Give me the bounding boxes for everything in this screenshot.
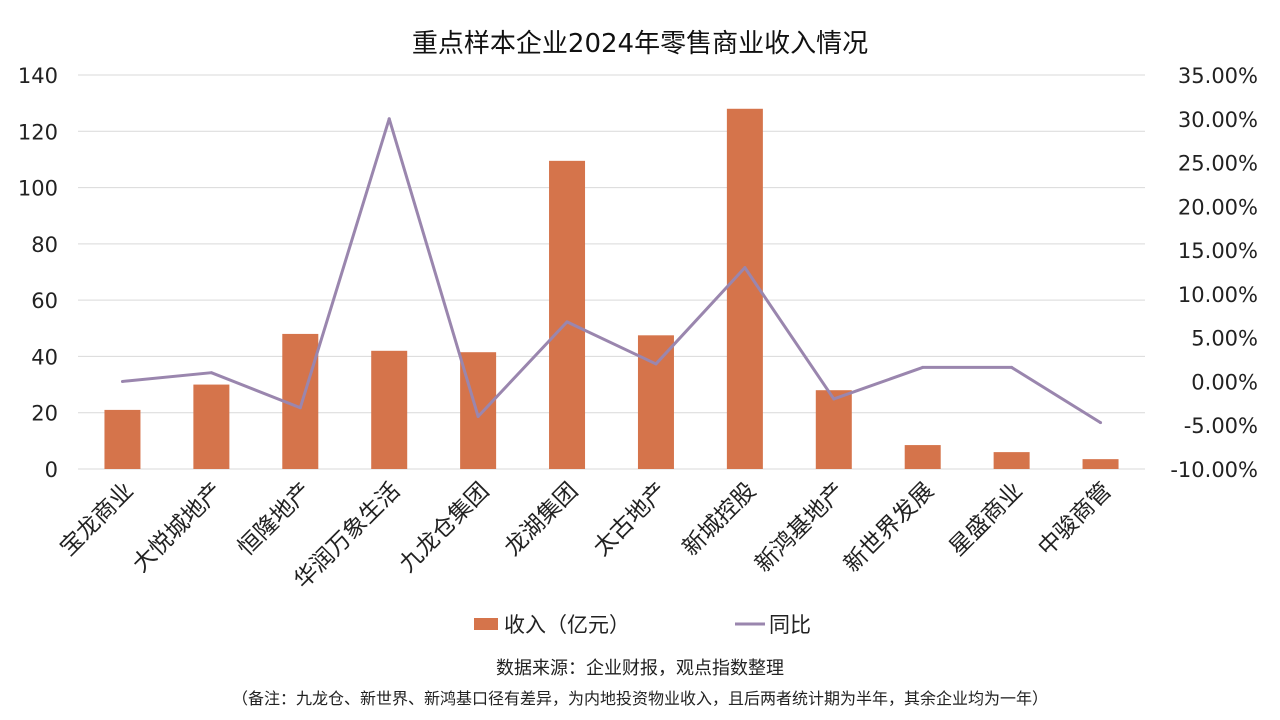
category-label: 恒隆地产 — [233, 478, 316, 561]
chart-title: 重点样本企业2024年零售商业收入情况 — [412, 29, 868, 59]
left-tick-label: 60 — [31, 289, 58, 313]
bar-revenue — [1082, 459, 1119, 469]
point-yoy — [921, 365, 925, 369]
bar-revenue — [104, 409, 141, 469]
bar-revenue — [815, 390, 852, 469]
point-yoy — [743, 266, 747, 270]
left-tick-label: 120 — [18, 120, 58, 144]
line-yoy — [122, 117, 1102, 424]
left-tick-label: 80 — [31, 233, 58, 257]
category-label: 新世界发展 — [839, 478, 939, 578]
category-label: 龙湖集团 — [500, 478, 583, 561]
left-axis: 0 20 40 60 80 100 120 140 — [18, 64, 58, 482]
point-yoy — [120, 379, 124, 383]
legend-label-revenue: 收入（亿元） — [504, 613, 630, 637]
left-tick-label: 100 — [18, 177, 58, 201]
point-yoy — [1099, 421, 1103, 425]
right-tick-label: 35.00% — [1178, 64, 1258, 88]
right-tick-label: -10.00% — [1170, 458, 1258, 482]
left-tick-label: 40 — [31, 345, 58, 369]
legend-swatch-revenue — [474, 618, 498, 630]
left-tick-label: 140 — [18, 64, 58, 88]
category-label: 宝龙商业 — [55, 478, 138, 561]
point-yoy — [209, 371, 213, 375]
legend: 收入（亿元） 同比 — [474, 613, 811, 637]
right-axis: -10.00% -5.00% 0.00% 5.00% 10.00% 15.00% 20.00… — [1170, 64, 1258, 482]
category-label: 星盛商业 — [944, 478, 1027, 561]
legend-label-yoy: 同比 — [769, 613, 811, 637]
right-tick-label: 15.00% — [1178, 239, 1258, 263]
right-tick-label: 0.00% — [1191, 370, 1258, 394]
bar-revenue — [993, 452, 1030, 469]
category-label: 新城控股 — [678, 478, 761, 561]
category-label: 九龙仓集团 — [395, 478, 495, 578]
right-tick-label: 25.00% — [1178, 152, 1258, 176]
bar-revenue — [726, 108, 763, 470]
bar-revenue — [904, 445, 941, 469]
line-series — [120, 117, 1103, 425]
right-tick-label: 5.00% — [1191, 327, 1258, 351]
point-yoy — [654, 362, 658, 366]
point-yoy — [832, 397, 836, 401]
bar-revenue — [549, 160, 586, 470]
bar-revenue — [193, 384, 230, 469]
right-tick-label: 10.00% — [1178, 283, 1258, 307]
right-tick-label: -5.00% — [1184, 414, 1258, 438]
point-yoy — [565, 320, 569, 324]
point-yoy — [476, 414, 480, 418]
source-note: 数据来源：企业财报，观点指数整理 — [496, 658, 784, 679]
gridlines — [78, 74, 1145, 470]
category-label: 太古地产 — [589, 478, 672, 561]
bar-series — [104, 108, 1119, 470]
category-label: 大悦城地产 — [128, 478, 228, 578]
right-tick-label: 20.00% — [1178, 195, 1258, 219]
remark-note: （备注：九龙仓、新世界、新鸿基口径有差异，为内地投资物业收入，且后两者统计期为半… — [232, 689, 1048, 708]
right-tick-label: 30.00% — [1178, 108, 1258, 132]
left-tick-label: 0 — [45, 458, 58, 482]
point-yoy — [1010, 365, 1014, 369]
bar-revenue — [371, 350, 408, 469]
category-label: 中骏商管 — [1033, 478, 1116, 561]
point-yoy — [387, 117, 391, 121]
left-tick-label: 20 — [31, 402, 58, 426]
category-label: 新鸿基地产 — [750, 478, 850, 578]
bar-revenue — [637, 335, 674, 469]
point-yoy — [298, 406, 302, 410]
